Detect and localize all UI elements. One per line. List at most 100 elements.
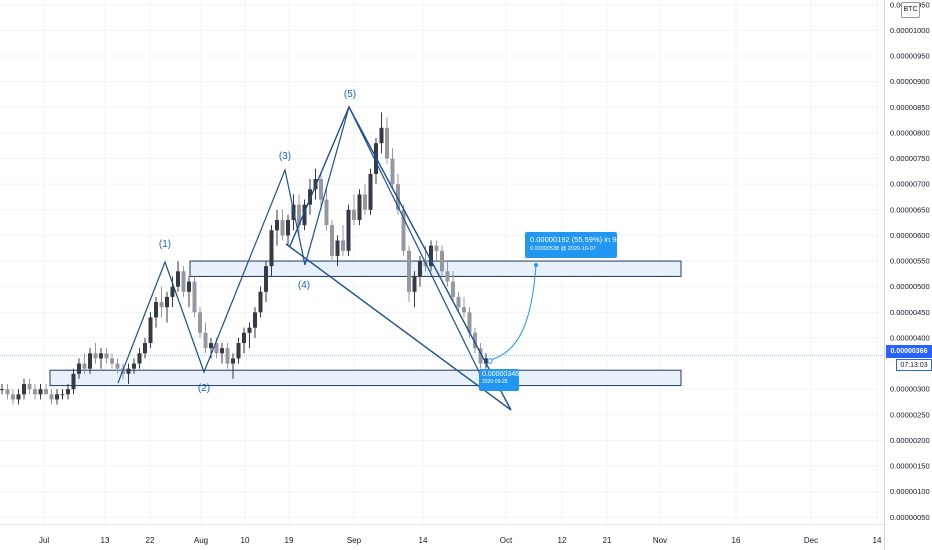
candle (242, 327, 246, 354)
support-resistance-zones (49, 260, 682, 387)
y-tick-label: 0.00000600 (890, 231, 930, 240)
candle (275, 209, 279, 246)
drawings (117, 105, 538, 411)
x-tick-label: 13 (101, 536, 110, 545)
candle-body (225, 348, 230, 364)
y-tick-label: 0.00000700 (890, 180, 930, 189)
candle-body (418, 261, 422, 277)
elliott-wave-path (117, 105, 484, 384)
x-axis-border (0, 524, 884, 525)
y-tick-label: 0.00000100 (890, 487, 930, 496)
candle (0, 384, 4, 395)
candle-body (434, 245, 439, 251)
candle-body (93, 353, 98, 359)
candle-body (126, 368, 131, 374)
low-price-label[interactable]: 0.00000346 2020-09-28 (479, 369, 519, 391)
candle (148, 312, 153, 349)
candle-body (214, 343, 219, 354)
candle (478, 343, 483, 369)
last-price-tag: 0.00000366 (886, 345, 932, 358)
candle-body (462, 307, 466, 313)
candle-body (379, 127, 384, 144)
candle-body (60, 394, 65, 396)
candle (154, 296, 158, 328)
y-tick-label: 0.00000500 (890, 282, 930, 291)
candle-body (473, 332, 477, 349)
candle (225, 343, 230, 369)
candle-body (33, 389, 37, 395)
candle-body (44, 389, 48, 395)
candle-body (71, 373, 76, 390)
candle (357, 189, 362, 226)
candle (440, 245, 444, 277)
candle (55, 389, 59, 405)
candle (363, 184, 367, 215)
y-axis-ticks: 0.000010500.000010000.000009500.00000900… (890, 0, 930, 521)
candle (473, 327, 477, 354)
candle (38, 384, 43, 400)
candle-body (242, 332, 246, 344)
x-tick-label: 10 (241, 536, 250, 545)
currency-unit-badge[interactable]: BTC (901, 2, 920, 18)
candle-body (385, 127, 389, 159)
candle (302, 199, 307, 231)
wave-label: (4) (298, 280, 310, 291)
candle (66, 384, 70, 400)
candle (324, 189, 329, 231)
candle-body (357, 194, 362, 221)
candle-body (269, 230, 274, 267)
candle-body (308, 189, 312, 205)
candle (88, 348, 92, 374)
x-tick-label: 19 (285, 536, 294, 545)
candle (401, 204, 406, 256)
candle-body (22, 384, 26, 395)
x-axis-ticks: Jul 13 22 Aug 10 19 Sep 14 Oct 12 21 Nov 16 Dec 14 (39, 536, 882, 545)
candle (192, 276, 197, 318)
candle (280, 209, 285, 241)
candle-body (330, 225, 334, 256)
candle (170, 276, 175, 308)
candle-body (258, 291, 263, 313)
candle-body (440, 250, 444, 272)
y-tick-label: 0.00000900 (890, 77, 930, 86)
x-tick-label: 14 (419, 536, 428, 545)
candle (407, 245, 411, 303)
x-tick-label: Sep (347, 536, 362, 545)
y-tick-label: 0.00000250 (890, 410, 930, 419)
projection-end-point (534, 263, 538, 267)
x-tick-label: Jul (39, 536, 49, 545)
candle (126, 363, 131, 385)
candle (99, 348, 103, 369)
candle-body (484, 358, 488, 364)
candle (258, 286, 263, 318)
candle-body (110, 358, 114, 364)
candle (308, 179, 312, 215)
x-tick-label: 14 (873, 536, 882, 545)
candle (368, 168, 373, 215)
y-tick-label: 0.00000300 (890, 385, 930, 394)
candle (44, 384, 48, 395)
projection-headline: 0.00000192 (55.59%) in 9d (530, 235, 621, 244)
candle-body (77, 363, 81, 374)
candle-body (275, 220, 279, 231)
candle-body (396, 184, 400, 210)
candle-body (38, 389, 43, 395)
candle-body (88, 353, 92, 369)
projection-label[interactable]: 0.00000192 (55.59%) in 9d 0.00000538 @ 2… (525, 232, 621, 258)
candle-body (341, 240, 345, 251)
candle-body (253, 312, 257, 328)
candle-countdown: 07:13:03 (896, 359, 932, 371)
candle (203, 322, 208, 354)
x-tick-label: 21 (603, 536, 612, 545)
y-tick-label: 0.00000650 (890, 205, 930, 214)
candle-body (104, 353, 109, 359)
candle-body (209, 343, 213, 349)
y-tick-label: 0.00000750 (890, 154, 930, 163)
candle (231, 353, 235, 379)
candle-body (407, 250, 411, 292)
candle-body (368, 173, 373, 210)
candle (220, 343, 224, 364)
candle-body (363, 194, 367, 210)
